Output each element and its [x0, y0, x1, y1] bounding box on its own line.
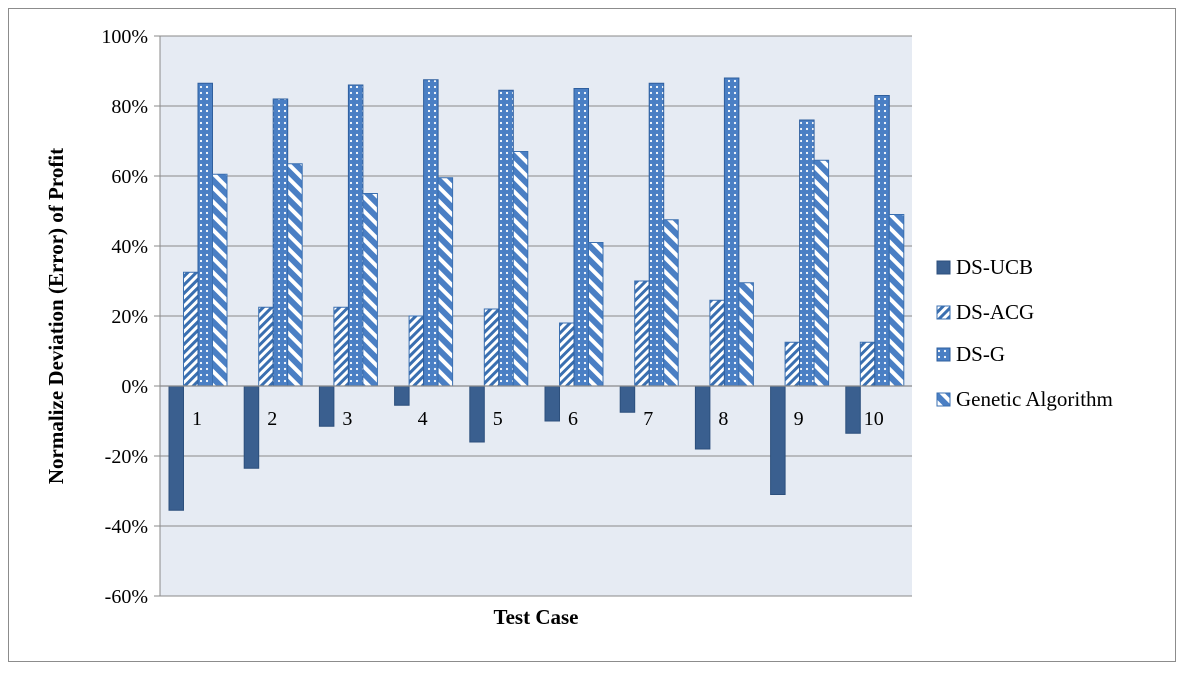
bar-ds-g-9 — [799, 119, 815, 387]
bar-ds-g-3 — [347, 84, 364, 387]
bar-ds-ucb-9 — [770, 385, 786, 495]
bar-ds-acg-1 — [183, 271, 199, 387]
bar-ds-acg-5 — [483, 308, 500, 387]
bar-ds-acg-10 — [859, 341, 876, 387]
legend-item-genetic-algorithm: Genetic Algorithm — [936, 387, 1113, 411]
y-tick-label: 80% — [111, 96, 148, 118]
x-tick-label: 5 — [493, 408, 503, 430]
y-axis-title: Normalize Deviation (Error) of Profit — [44, 148, 68, 484]
legend-swatch — [936, 260, 951, 275]
bar-ds-g-5 — [498, 89, 514, 387]
bar-genetic-algorithm-8 — [738, 282, 754, 387]
legend-item-ds-acg: DS-ACG — [936, 300, 1034, 324]
bar-ds-g-6 — [573, 88, 589, 387]
x-tick-label: 8 — [718, 408, 728, 430]
y-tick-label: 20% — [111, 306, 148, 328]
bar-ds-ucb-4 — [394, 385, 410, 406]
y-tick-label: -20% — [105, 446, 148, 468]
y-tick-label: 40% — [111, 236, 148, 258]
bar-ds-g-2 — [272, 98, 289, 387]
y-tick-label: 100% — [101, 26, 148, 48]
bar-genetic-algorithm-5 — [512, 151, 529, 387]
bar-ds-g-1 — [197, 82, 213, 387]
bar-genetic-algorithm-6 — [588, 242, 604, 387]
bar-genetic-algorithm-3 — [362, 193, 378, 387]
x-axis-title: Test Case — [494, 605, 579, 629]
bar-ds-g-7 — [648, 82, 665, 387]
x-tick-label: 3 — [342, 408, 352, 430]
x-tick-label: 2 — [267, 408, 277, 430]
bar-genetic-algorithm-9 — [813, 159, 830, 387]
x-tick-label: 10 — [864, 408, 884, 430]
x-tick-label: 4 — [418, 408, 428, 430]
bar-ds-ucb-8 — [694, 385, 711, 450]
bar-ds-g-4 — [423, 79, 439, 387]
y-tick-label: -60% — [105, 586, 148, 608]
y-tick-label: 60% — [111, 166, 148, 188]
bar-genetic-algorithm-2 — [287, 163, 303, 387]
bar-ds-ucb-10 — [845, 385, 861, 434]
legend-item-ds-ucb: DS-UCB — [936, 255, 1033, 279]
bar-ds-acg-3 — [333, 306, 349, 387]
bar-genetic-algorithm-1 — [212, 173, 228, 387]
legend-label: Genetic Algorithm — [956, 387, 1113, 411]
bar-ds-ucb-7 — [619, 385, 636, 413]
bar-ds-acg-2 — [258, 306, 274, 387]
bar-ds-ucb-1 — [168, 385, 184, 511]
bar-ds-ucb-5 — [469, 385, 485, 443]
legend-swatch — [936, 305, 951, 320]
bar-ds-ucb-6 — [544, 385, 560, 422]
bar-ds-acg-4 — [408, 315, 425, 387]
bar-genetic-algorithm-7 — [663, 219, 679, 387]
legend-label: DS-ACG — [956, 300, 1034, 324]
legend-item-ds-g: DS-G — [936, 342, 1005, 366]
legend-label: DS-G — [956, 342, 1005, 366]
y-tick-label: -40% — [105, 516, 148, 538]
x-tick-label: 9 — [794, 408, 804, 430]
bar-ds-acg-8 — [709, 299, 725, 387]
bar-genetic-algorithm-10 — [888, 214, 905, 387]
bar-ds-acg-9 — [784, 341, 801, 387]
bar-ds-g-8 — [723, 77, 740, 387]
bar-ds-ucb-3 — [318, 385, 335, 427]
x-tick-label: 1 — [192, 408, 202, 430]
bar-ds-acg-6 — [559, 322, 575, 387]
x-tick-label: 6 — [568, 408, 578, 430]
bar-ds-g-10 — [874, 95, 890, 387]
bar-ds-acg-7 — [634, 280, 650, 387]
legend-swatch — [936, 392, 951, 407]
x-tick-label: 7 — [643, 408, 653, 430]
bar-ds-ucb-2 — [243, 385, 260, 469]
y-tick-label: 0% — [121, 376, 148, 398]
legend-label: DS-UCB — [956, 255, 1033, 279]
bar-genetic-algorithm-4 — [437, 177, 454, 387]
legend-swatch — [936, 347, 951, 362]
